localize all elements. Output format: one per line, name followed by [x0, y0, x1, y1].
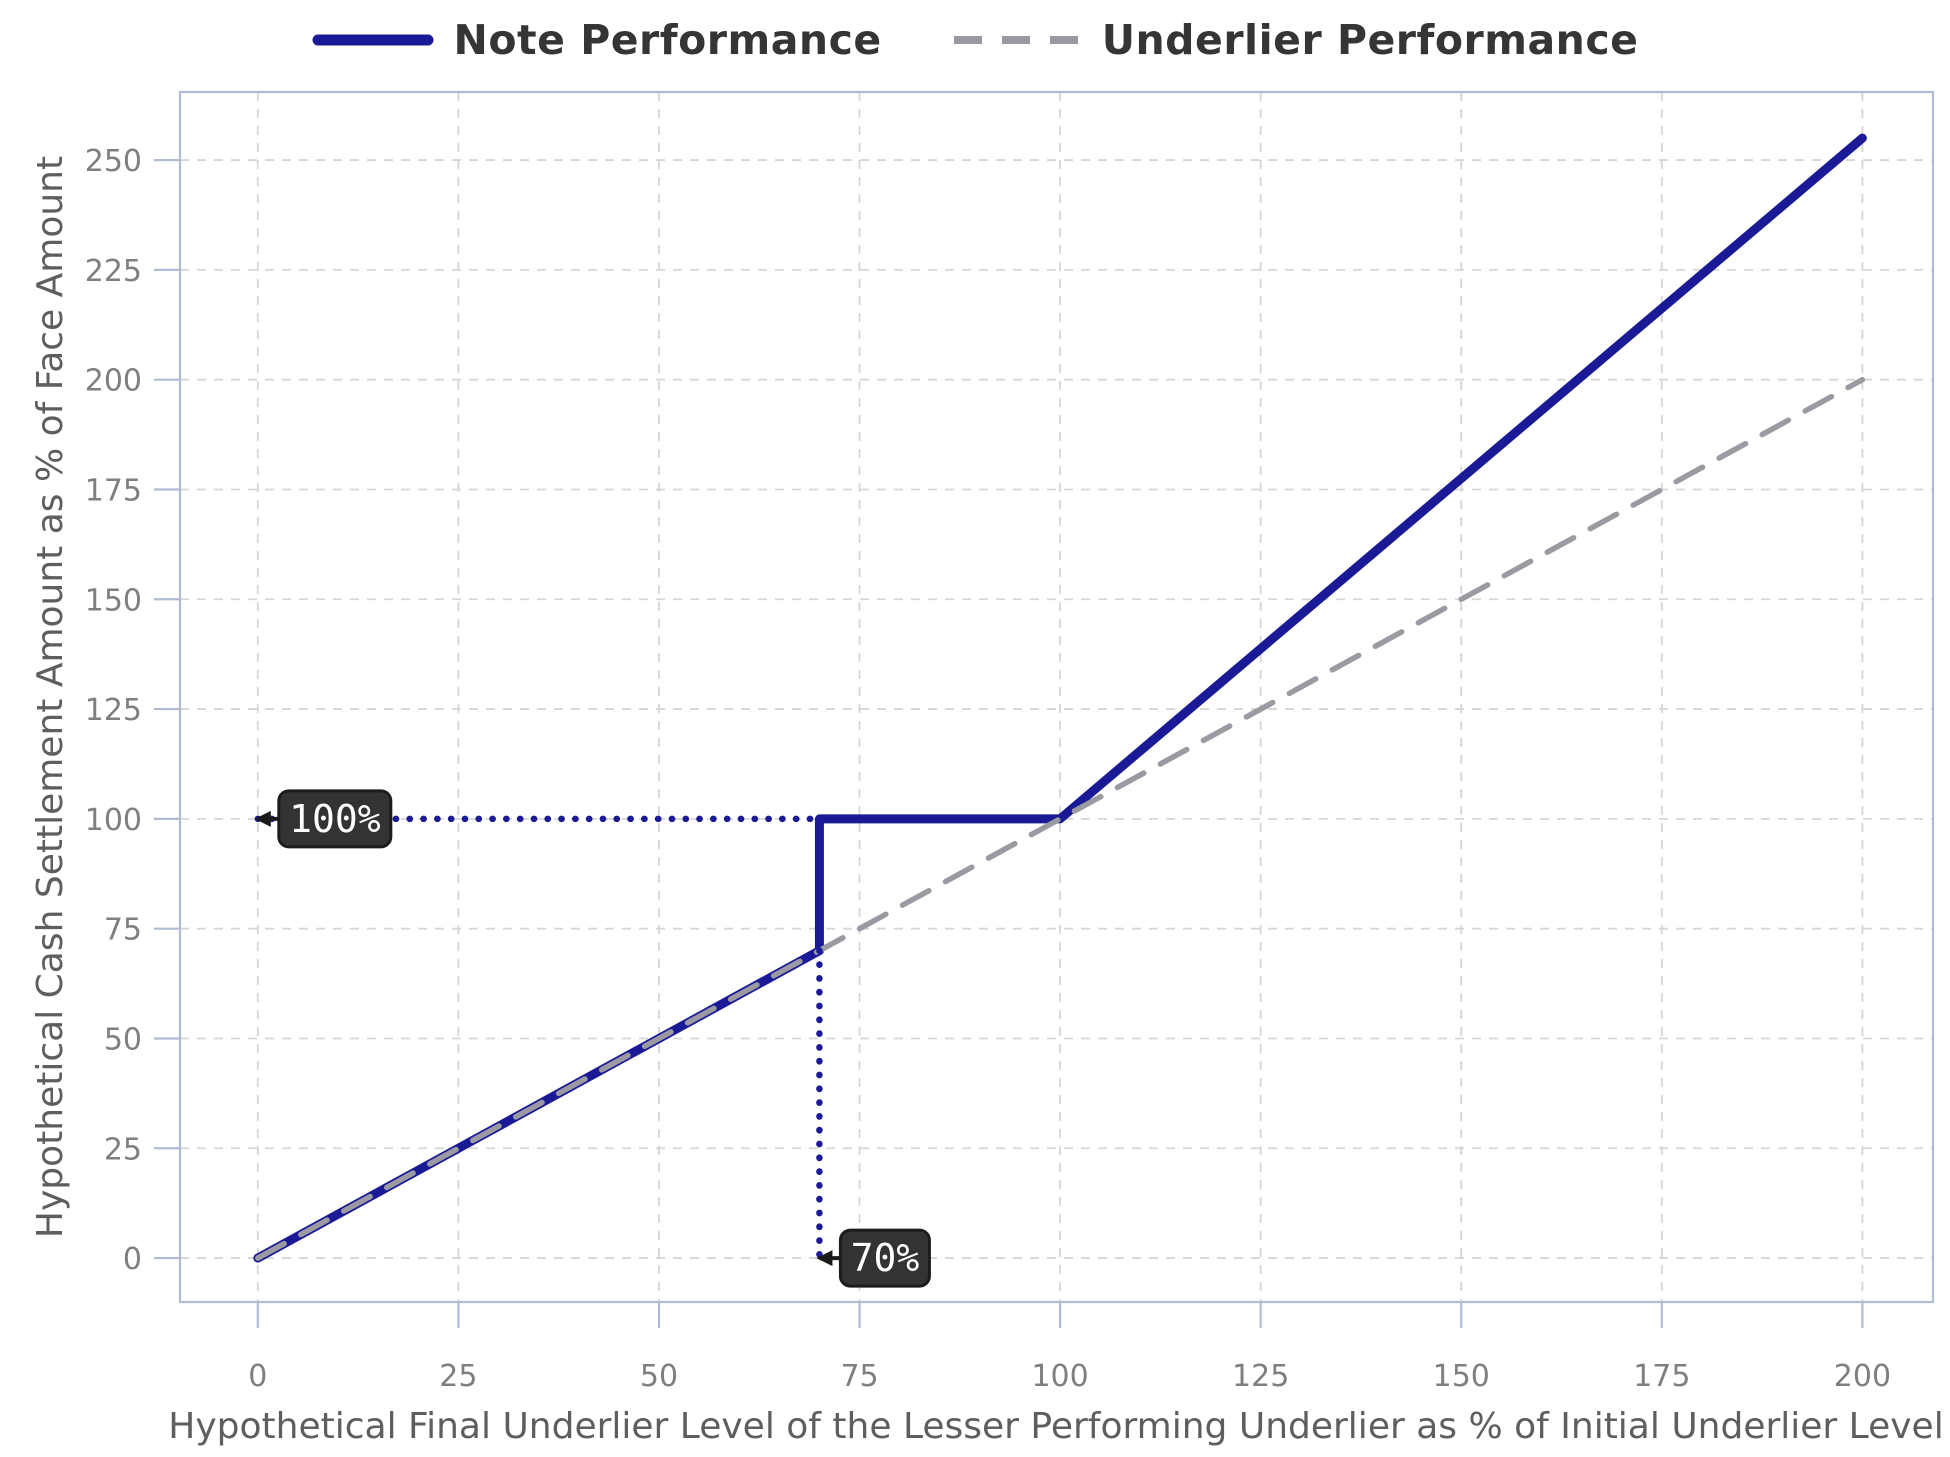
callout-label: 100%: [289, 797, 381, 841]
y-tick-label: 175: [85, 473, 142, 508]
y-tick-label: 150: [85, 583, 142, 618]
x-axis-title: Hypothetical Final Underlier Level of th…: [168, 1406, 1943, 1447]
callout-arrowhead: [254, 810, 271, 827]
x-tick-label: 75: [840, 1359, 878, 1394]
legend-item-underlier-performance: Underlier Performance: [952, 16, 1639, 64]
underlier-performance-line: [255, 376, 1866, 1261]
legend-label-underlier-performance: Underlier Performance: [1101, 16, 1639, 64]
axes-spines: [178, 90, 1935, 1304]
gridlines: [180, 92, 1933, 1302]
x-tick-label: 50: [640, 1359, 678, 1394]
plot-border: [178, 90, 1935, 1304]
x-tick-label: 0: [248, 1359, 267, 1394]
annotations: 100% 70%: [254, 789, 931, 1288]
y-tick-label: 25: [104, 1132, 142, 1167]
y-tick-label: 100: [85, 803, 142, 838]
x-tick-label: 100: [1031, 1359, 1088, 1394]
callout-label: 70%: [851, 1236, 920, 1280]
x-tick-label: 175: [1633, 1359, 1690, 1394]
note-performance-line: [253, 133, 1867, 1263]
callout-box: [277, 789, 393, 849]
x-tick-label: 25: [439, 1359, 477, 1394]
y-tick-label: 75: [104, 913, 142, 948]
callout-arrowhead: [816, 1250, 833, 1267]
x-tick-label: 150: [1433, 1359, 1490, 1394]
x-tick-label: 125: [1232, 1359, 1289, 1394]
y-tick-label: 125: [85, 693, 142, 728]
underlier-line-swatch-icon: [953, 36, 1080, 44]
axis-ticks: [154, 158, 1864, 1328]
data-series: [253, 133, 1867, 1263]
legend-item-note-performance: Note Performance: [312, 16, 882, 64]
y-tick-label: 0: [123, 1242, 142, 1277]
note-line-swatch-icon: [312, 34, 434, 46]
legend-label-note-performance: Note Performance: [453, 16, 882, 64]
y-tick-label: 50: [104, 1022, 142, 1057]
y-tick-label: 225: [85, 254, 142, 289]
callout-box: [838, 1228, 931, 1288]
tick-labels: 0 25 50 75 100 125 150 175 200 0 25 50 75 100 125 150 17…: [85, 144, 1891, 1394]
y-axis-title: Hypothetical Cash Settlement Amount as %…: [30, 156, 71, 1238]
chart-legend: Note Performance Underlier Performance: [0, 16, 1950, 64]
y-tick-label: 250: [85, 144, 142, 179]
y-tick-label: 200: [85, 364, 142, 399]
x-tick-label: 200: [1834, 1359, 1891, 1394]
